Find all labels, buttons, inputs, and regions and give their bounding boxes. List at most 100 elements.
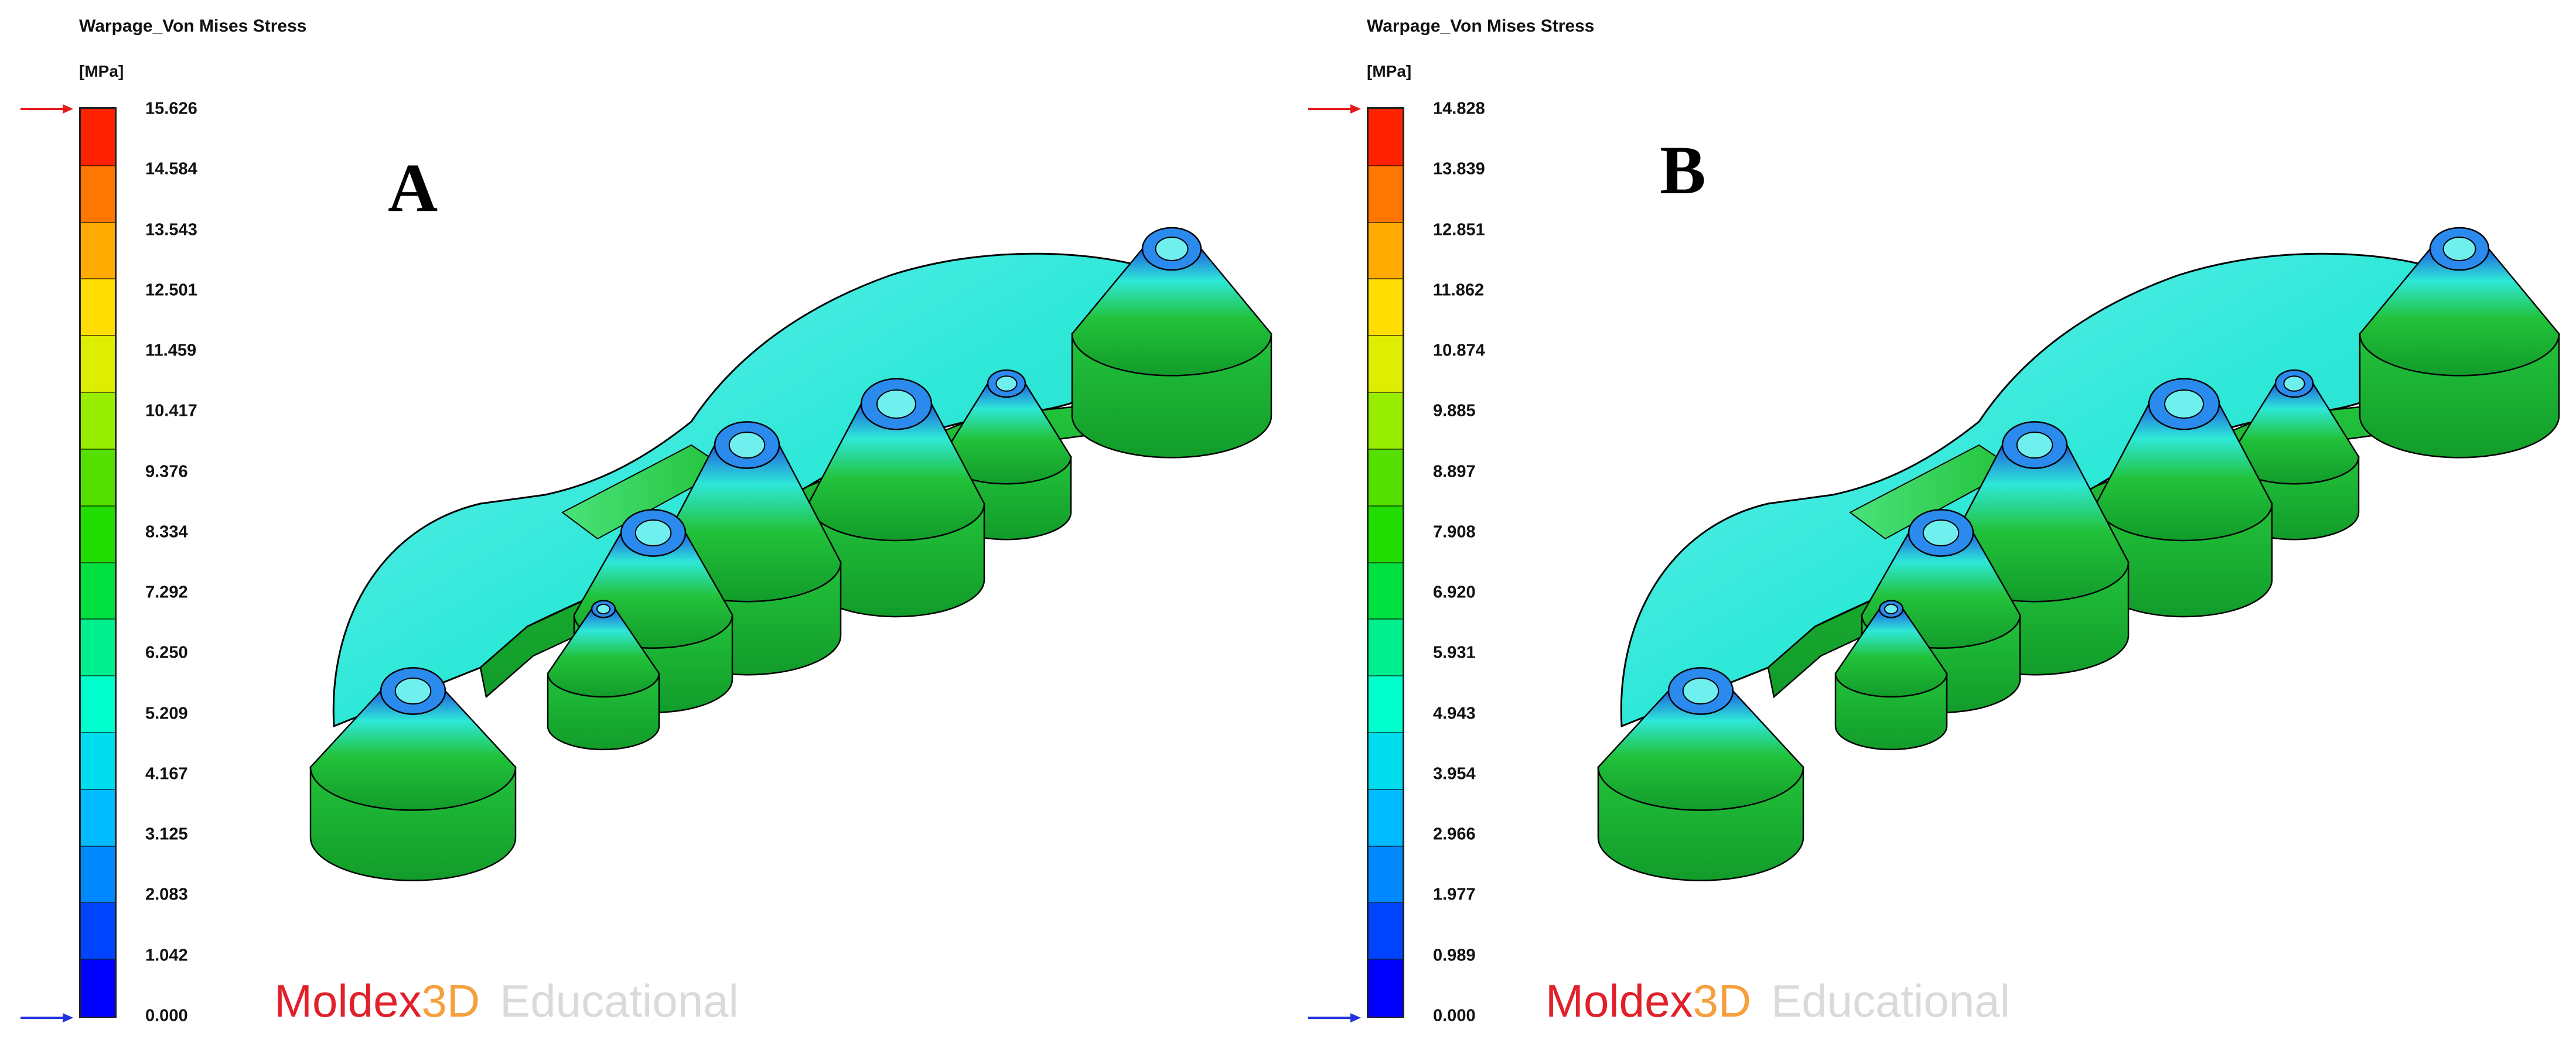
colorbar-tick-label: 0.000 [145, 1006, 188, 1025]
stress-colorbar[interactable] [79, 107, 117, 1018]
colorbar-tick-mark [81, 221, 115, 223]
colorbar-band [81, 732, 115, 790]
colorbar-tick-label: 6.250 [145, 643, 188, 662]
moldex3d-watermark: Moldex3D Educational [1545, 978, 2010, 1024]
colorbar-tick-label: 5.931 [1433, 643, 1476, 662]
colorbar-tick-label: 14.828 [1433, 99, 1485, 118]
colorbar-band [1369, 619, 1403, 676]
colorbar-tick-mark [81, 562, 115, 563]
moldex3d-watermark: Moldex3D Educational [274, 978, 739, 1024]
colorbar-tick-label: 10.874 [1433, 341, 1485, 360]
colorbar-tick-mark [81, 845, 115, 847]
watermark-3d: 3D [421, 975, 480, 1027]
boss-large-left-hole [1682, 678, 1719, 704]
colorbar-tick-mark [81, 165, 115, 166]
colorbar-band [1369, 336, 1403, 393]
result-title: Warpage_Von Mises Stress [79, 16, 307, 36]
colorbar-band [1369, 846, 1403, 903]
boss-medium-right-hole [2164, 389, 2204, 419]
colorbar-tick-mark [1369, 165, 1403, 166]
boss-small-left-hole [596, 604, 610, 614]
colorbar-tick-label: 1.042 [145, 946, 188, 965]
colorbar-tick-mark [81, 618, 115, 620]
colorbar-tick-mark [1369, 731, 1403, 733]
boss-large-left-hole [394, 678, 432, 704]
colorbar-tick-mark [1369, 392, 1403, 394]
colorbar-tick-label: 9.376 [145, 462, 188, 481]
colorbar-band [1369, 165, 1403, 223]
boss-medium-center-hole [2016, 432, 2053, 459]
colorbar-band [81, 109, 115, 166]
colorbar-tick-label: 13.543 [145, 220, 197, 240]
boss-small-left-body [547, 608, 660, 698]
colorbar-band [81, 392, 115, 450]
colorbar-band [1369, 109, 1403, 166]
colorbar-tick-label: 10.417 [145, 401, 197, 420]
boss-large-right-hole [1155, 237, 1189, 261]
boss-medium-center-hole [728, 432, 766, 459]
colorbar-tick-label: 6.920 [1433, 583, 1476, 602]
max-indicator-arrow-icon [1308, 104, 1361, 114]
boss-large-left-body [1597, 690, 1804, 811]
colorbar-tick-label: 4.167 [145, 764, 188, 784]
colorbar-tick-mark [81, 788, 115, 790]
colorbar-tick-mark [81, 505, 115, 507]
colorbar-band [1369, 789, 1403, 847]
colorbar-band [81, 165, 115, 223]
colorbar-band [1369, 392, 1403, 450]
colorbar-band [81, 789, 115, 847]
colorbar-tick-mark [1369, 505, 1403, 507]
colorbar-tick-mark [1369, 902, 1403, 904]
boss-small-left-hole [1884, 604, 1898, 614]
colorbar-tick-label: 7.292 [145, 583, 188, 602]
colorbar-tick-mark [1369, 562, 1403, 563]
colorbar-band [1369, 505, 1403, 563]
watermark-edition: Educational [500, 975, 739, 1027]
boss-small-left-body [1834, 608, 1948, 698]
colorbar-band [81, 222, 115, 280]
colorbar-tick-label: 1.977 [1433, 885, 1476, 904]
colorbar-tick-label: 8.897 [1433, 462, 1476, 481]
colorbar-tick-mark [1369, 618, 1403, 620]
colorbar-tick-mark [1369, 675, 1403, 677]
colorbar-tick-label: 5.209 [145, 704, 188, 723]
colorbar-tick-mark [81, 731, 115, 733]
colorbar-band [1369, 562, 1403, 620]
colorbar-tick-mark [1369, 448, 1403, 450]
colorbar-band [1369, 279, 1403, 336]
panel-label: B [1660, 132, 1706, 208]
colorbar-tick-label: 3.125 [145, 825, 188, 844]
colorbar-band [81, 846, 115, 903]
result-title: Warpage_Von Mises Stress [1367, 16, 1595, 36]
panel-label: A [388, 149, 438, 226]
watermark-3d: 3D [1693, 975, 1752, 1027]
colorbar-band [81, 619, 115, 676]
colorbar-tick-mark [1369, 335, 1403, 337]
watermark-edition: Educational [1771, 975, 2010, 1027]
part-model-b [1597, 227, 2560, 881]
colorbar-tick-label: 0.000 [1433, 1006, 1476, 1025]
colorbar-band [81, 505, 115, 563]
min-indicator-arrow-icon [21, 1013, 73, 1022]
watermark-brand: Moldex [1545, 975, 1693, 1027]
boss-small-right-hole [995, 375, 1018, 392]
boss-medium-right-hole [876, 389, 916, 419]
colorbar-tick-mark [1369, 221, 1403, 223]
colorbar-tick-mark [81, 448, 115, 450]
colorbar-tick-mark [81, 278, 115, 280]
colorbar-tick-mark [1369, 959, 1403, 960]
colorbar-band [1369, 222, 1403, 280]
colorbar-tick-label: 0.989 [1433, 946, 1476, 965]
boss-large-right-body [1071, 248, 1272, 377]
boss-large-right-hole [2442, 237, 2476, 261]
colorbar-tick-mark [1369, 788, 1403, 790]
colorbar-band [81, 902, 115, 960]
colorbar-tick-label: 12.501 [145, 281, 197, 300]
colorbar-band [1369, 676, 1403, 733]
colorbar-band [1369, 902, 1403, 960]
colorbar-tick-label: 12.851 [1433, 220, 1485, 240]
stress-colorbar[interactable] [1367, 107, 1404, 1018]
colorbar-tick-label: 11.862 [1433, 281, 1485, 300]
boss-medium-left-hole [634, 519, 672, 546]
colorbar-tick-label: 8.334 [145, 522, 188, 542]
